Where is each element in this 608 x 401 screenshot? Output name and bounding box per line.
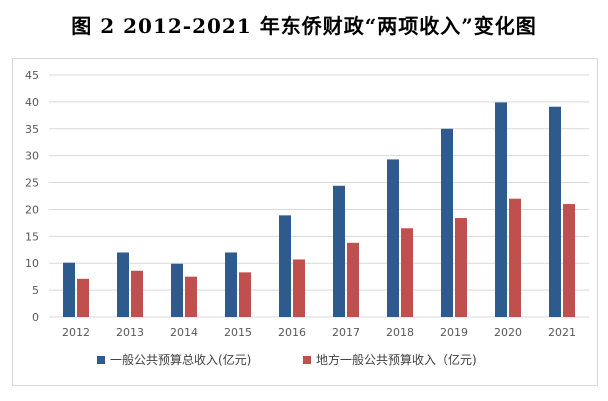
chart-area: 0 5 10 15 20 25 30 35 40 45 2012 2013 2014 2015 2016 20…	[12, 58, 598, 386]
x-tick-label: 2020	[494, 326, 522, 339]
bar-general-budget-revenue	[63, 262, 75, 317]
bar-chart: 0 5 10 15 20 25 30 35 40 45 2012 2013 2014 2015 2016 20…	[25, 69, 589, 367]
figure-title: 图 2 2012-2021 年东侨财政“两项收入”变化图	[71, 14, 537, 38]
x-tick-label: 2021	[548, 326, 576, 339]
bar-local-budget-revenue	[239, 272, 251, 317]
bar-local-budget-revenue	[77, 278, 89, 317]
legend-label: 一般公共预算总收入(亿元)	[110, 352, 251, 367]
legend-label: 地方一般公共预算收入（亿元)	[316, 352, 477, 367]
bar-general-budget-revenue	[225, 252, 237, 317]
x-tick-label: 2014	[170, 326, 198, 339]
y-tick-label: 0	[32, 311, 39, 324]
legend-swatch	[303, 356, 311, 364]
y-tick-label: 35	[25, 123, 39, 136]
bar-general-budget-revenue	[279, 215, 291, 317]
legend-swatch	[97, 356, 105, 364]
x-tick-label: 2018	[386, 326, 414, 339]
x-tick-label: 2012	[62, 326, 90, 339]
bar-general-budget-revenue	[333, 185, 345, 317]
bar-general-budget-revenue	[117, 252, 129, 317]
bar-local-budget-revenue	[401, 228, 413, 317]
bar-general-budget-revenue	[495, 102, 507, 317]
bar-general-budget-revenue	[387, 159, 399, 317]
y-tick-label: 20	[25, 203, 39, 216]
x-tick-label: 2019	[440, 326, 468, 339]
y-tick-label: 10	[25, 257, 39, 270]
y-tick-label: 40	[25, 96, 39, 109]
bar-local-budget-revenue	[131, 270, 143, 317]
bar-general-budget-revenue	[441, 128, 453, 317]
y-tick-label: 15	[25, 230, 39, 243]
x-tick-label: 2016	[278, 326, 306, 339]
x-tick-label: 2017	[332, 326, 360, 339]
y-tick-label: 5	[32, 284, 39, 297]
bar-local-budget-revenue	[293, 259, 305, 317]
x-tick-label: 2013	[116, 326, 144, 339]
y-tick-label: 25	[25, 177, 39, 190]
bar-local-budget-revenue	[455, 218, 467, 317]
x-tick-label: 2015	[224, 326, 252, 339]
bar-general-budget-revenue	[549, 106, 561, 318]
bar-local-budget-revenue	[347, 242, 359, 317]
bar-local-budget-revenue	[185, 276, 197, 317]
bar-general-budget-revenue	[171, 263, 183, 317]
bar-local-budget-revenue	[563, 204, 575, 317]
bar-local-budget-revenue	[509, 198, 521, 317]
y-tick-label: 45	[25, 69, 39, 82]
y-tick-label: 30	[25, 150, 39, 163]
